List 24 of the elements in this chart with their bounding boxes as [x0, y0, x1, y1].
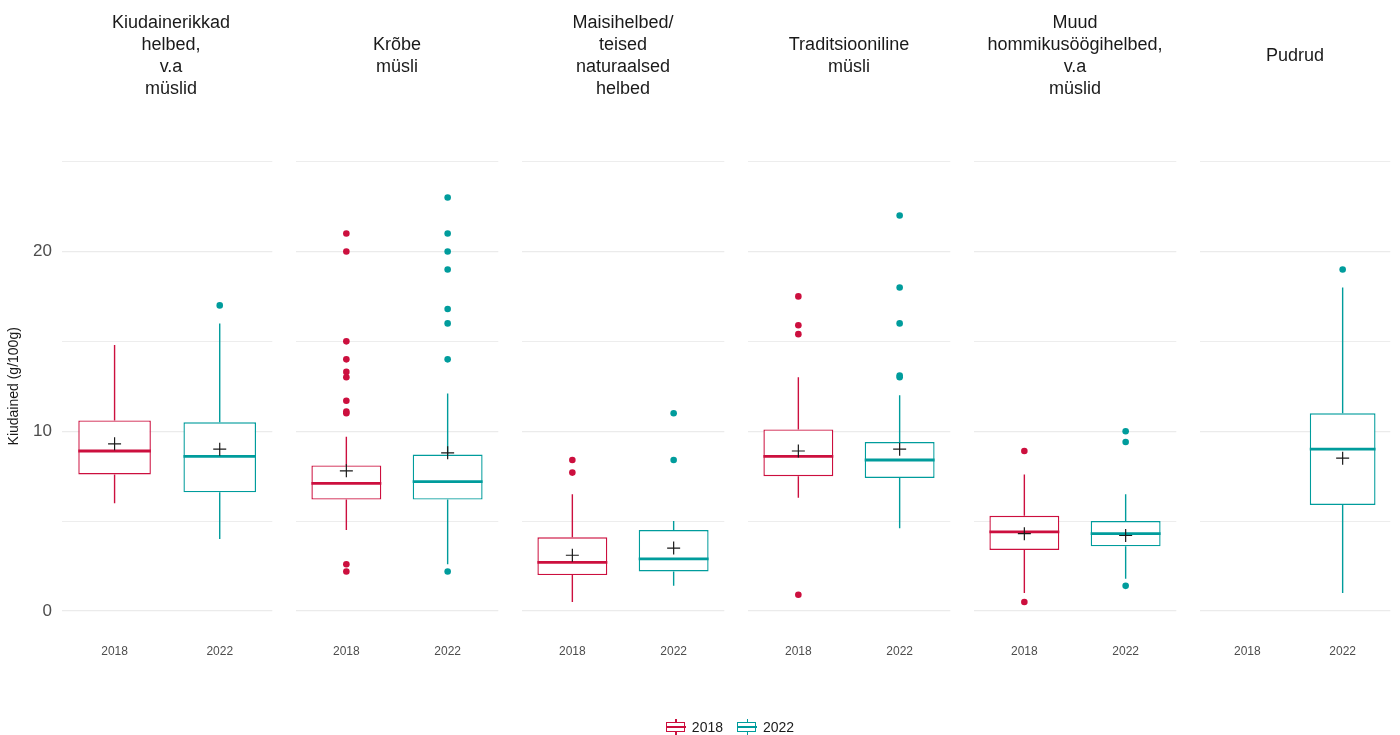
- x-tick-label: 2022: [206, 643, 234, 658]
- x-tick-label: 2018: [333, 643, 361, 658]
- chart-title: Kiudainerikkad helbed, v.a müslid: [111, 11, 231, 99]
- chart-title: Pudrud: [1265, 44, 1325, 66]
- chart-title: Krõbe müsli: [372, 33, 422, 77]
- legend-label: 2022: [763, 719, 795, 735]
- chart-title: Traditsiooniline müsli: [788, 33, 910, 77]
- y-tick-label: 20: [33, 241, 52, 261]
- x-tick-label: 2022: [660, 643, 688, 658]
- chart-title: Maisihelbed/ teised naturaalsed helbed: [572, 11, 674, 99]
- chart-title: Muud hommikusöögihelbed, v.a müslid: [987, 11, 1163, 99]
- x-tick-label: 2022: [434, 643, 462, 658]
- y-tick-label: 10: [33, 420, 52, 440]
- y-axis-title: Kiudained (g/100g): [5, 327, 22, 446]
- x-tick-label: 2018: [785, 643, 813, 658]
- x-tick-label: 2022: [1112, 643, 1140, 658]
- x-tick-label: 2022: [886, 643, 914, 658]
- legend-label: 2018: [691, 719, 723, 735]
- y-tick-label: 0: [42, 600, 52, 620]
- x-tick-label: 2018: [1011, 643, 1039, 658]
- x-tick-label: 2018: [559, 643, 587, 658]
- x-tick-label: 2018: [1234, 643, 1262, 658]
- x-tick-label: 2022: [1329, 643, 1357, 658]
- x-tick-label: 2018: [101, 643, 129, 658]
